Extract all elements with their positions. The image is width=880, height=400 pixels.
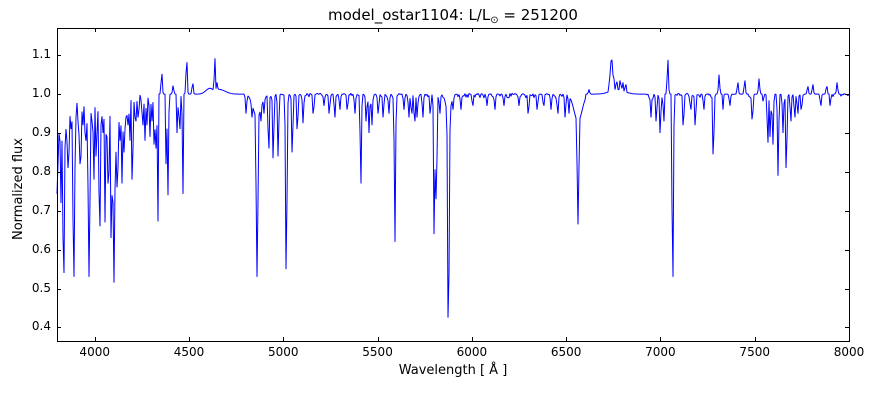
x-tick-label: 5500 — [362, 345, 393, 359]
y-tick-label: 1.1 — [31, 47, 51, 62]
x-tick-label: 7500 — [739, 345, 770, 359]
chart-title-prefix: model_ostar1104: L/L — [328, 6, 491, 24]
x-tick-label: 5000 — [268, 345, 299, 359]
chart-title-suffix: = 251200 — [498, 6, 578, 24]
x-tick-label: 6500 — [550, 345, 582, 359]
y-tick-label: 0.4 — [31, 319, 51, 334]
x-tick-label: 6000 — [456, 345, 488, 359]
y-tick-label: 1.0 — [31, 86, 51, 101]
x-axis-label: Wavelength [ Å ] — [398, 363, 508, 378]
x-tick-label: 4000 — [79, 345, 110, 359]
y-tick-label: 0.5 — [31, 280, 51, 295]
sun-symbol: ⊙ — [490, 15, 499, 26]
y-axis-label: Normalized flux — [11, 138, 26, 240]
x-tick-label: 8000 — [833, 345, 865, 359]
y-tick-label: 0.6 — [31, 241, 51, 256]
y-tick-label: 0.8 — [31, 163, 51, 178]
y-tick-label: 0.7 — [31, 202, 51, 217]
spectrum-line — [56, 58, 850, 318]
chart-title: model_ostar1104: L/L⊙ = 251200 — [57, 6, 849, 26]
axes-frame — [57, 28, 850, 342]
x-tick-label: 4500 — [173, 345, 205, 359]
x-tick-label: 7000 — [645, 345, 676, 359]
y-tick-label: 0.9 — [31, 124, 51, 139]
